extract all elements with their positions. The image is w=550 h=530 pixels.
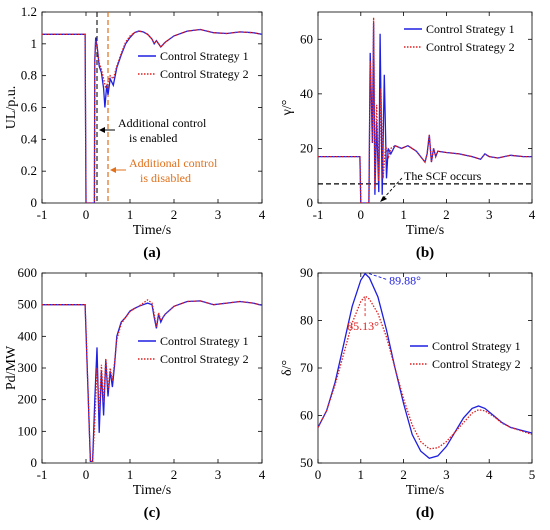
legend-label-strategy-1: Control Strategy 1: [426, 22, 515, 36]
y-tick-label: 90: [300, 265, 313, 280]
annotation-enabled-line2: is enabled: [129, 131, 177, 145]
x-tick-label: 1: [127, 467, 134, 482]
x-tick-label: 4: [486, 467, 493, 482]
x-axis-label: Time/s: [406, 483, 444, 498]
x-tick-label: 3: [486, 207, 493, 222]
x-tick-label: 2: [171, 207, 178, 222]
y-tick-label: 70: [300, 360, 313, 375]
legend-label-strategy-1: Control Strategy 1: [160, 49, 249, 63]
y-tick-label: 300: [18, 360, 38, 375]
y-tick-label: 0: [31, 455, 38, 470]
x-tick-label: 0: [315, 467, 322, 482]
plot-frame: [317, 11, 533, 204]
scf-annotation-label: The SCF occurs: [404, 169, 482, 183]
legend-box: [402, 22, 524, 62]
arrow-head-icon: [99, 127, 105, 133]
legend-label-strategy-2: Control Strategy 2: [432, 357, 521, 371]
series-line-strategy-2: [318, 17, 532, 203]
x-tick-label: 2: [171, 467, 178, 482]
y-tick-label: 80: [300, 313, 313, 328]
chart-d: 0 1 2 3 4 5 50 60 70 80 90 Time/s δ/° (d) Control Stra…: [280, 265, 535, 521]
y-tick-label: 100: [18, 423, 38, 438]
x-tick-label: 1: [358, 467, 365, 482]
y-tick-label: 40: [300, 86, 313, 101]
x-tick-label: -1: [313, 207, 324, 222]
series-line-strategy-1: [42, 300, 262, 463]
series-line-strategy-2: [42, 28, 262, 203]
panel-label: (d): [416, 505, 434, 521]
legend-box: [136, 334, 258, 374]
panel-label: (c): [144, 505, 161, 521]
legend-label-strategy-1: Control Strategy 1: [160, 334, 249, 348]
arrow-head-icon: [380, 196, 388, 202]
x-tick-label: 2: [443, 207, 450, 222]
peak-label-strategy-1: 89.88°: [389, 274, 421, 288]
x-axis-label: Time/s: [133, 483, 171, 498]
x-tick-label: 0: [83, 467, 90, 482]
y-tick-label: 200: [18, 392, 38, 407]
series-line-strategy-2: [318, 295, 532, 450]
y-tick-label: 50: [300, 455, 313, 470]
chart-c: -1 0 1 2 3 40100200300400500600Time/sPd/MW(c)…: [4, 265, 266, 521]
arrow-head-icon: [110, 167, 116, 173]
x-tick-label: 4: [259, 207, 266, 222]
y-tick-label: 1: [31, 36, 38, 51]
x-tick-label: 4: [529, 207, 536, 222]
y-tick-label: 0.2: [21, 163, 37, 178]
y-axis-label: δ/°: [280, 360, 295, 376]
legend-box: [408, 339, 530, 379]
y-tick-label: 500: [18, 297, 38, 312]
y-tick-label: 0.6: [21, 100, 38, 115]
peak-pointer-strategy-1: [368, 273, 388, 280]
y-tick-label: 0.8: [21, 68, 37, 83]
legend-label-strategy-2: Control Strategy 2: [160, 352, 249, 366]
y-tick-label: 600: [18, 265, 38, 280]
y-axis-label: γ/°: [280, 100, 295, 117]
x-tick-label: 3: [215, 207, 222, 222]
y-tick-label: 1.2: [21, 4, 37, 19]
y-tick-label: 20: [300, 140, 313, 155]
x-axis-label: Time/s: [406, 223, 444, 238]
x-tick-label: 0: [358, 207, 365, 222]
annotation-enabled-line1: Additional control: [118, 116, 207, 130]
y-tick-label: 0: [307, 195, 314, 210]
panel-label: (a): [143, 245, 161, 261]
y-tick-label: 0.4: [21, 131, 38, 146]
x-tick-label: 4: [259, 467, 266, 482]
y-tick-label: 400: [18, 328, 38, 343]
series-line-strategy-2: [42, 299, 262, 463]
x-tick-label: 3: [215, 467, 222, 482]
chart-a: -1 0 1 2 3 400.20.40.60.811.2Time/sUL/p.u.(a)…: [4, 4, 266, 261]
peak-label-strategy-2: 85.13°: [347, 319, 379, 333]
series-line-strategy-1: [42, 28, 262, 203]
annotation-disabled-line2: is disabled: [140, 171, 191, 185]
y-axis-label: Pd/MW: [4, 345, 19, 390]
x-tick-label: 1: [127, 207, 134, 222]
x-axis-label: Time/s: [133, 223, 171, 238]
panel-label: (b): [416, 245, 434, 261]
x-tick-label: -1: [37, 207, 48, 222]
y-axis-label: UL/p.u.: [4, 86, 19, 130]
y-tick-label: 60: [300, 31, 313, 46]
y-tick-label: 60: [300, 408, 313, 423]
legend-label-strategy-2: Control Strategy 2: [426, 40, 515, 54]
legend-label-strategy-2: Control Strategy 2: [160, 67, 249, 81]
x-tick-label: 5: [529, 467, 536, 482]
series-line-strategy-1: [318, 273, 532, 460]
legend-box: [136, 49, 258, 89]
y-tick-label: 0: [31, 195, 38, 210]
annotation-disabled-line1: Additional control: [129, 156, 218, 170]
x-tick-label: 1: [400, 207, 407, 222]
legend-label-strategy-1: Control Strategy 1: [432, 339, 521, 353]
x-tick-label: 3: [443, 467, 450, 482]
x-tick-label: 0: [83, 207, 90, 222]
x-tick-label: -1: [37, 467, 48, 482]
x-tick-label: 2: [400, 467, 407, 482]
